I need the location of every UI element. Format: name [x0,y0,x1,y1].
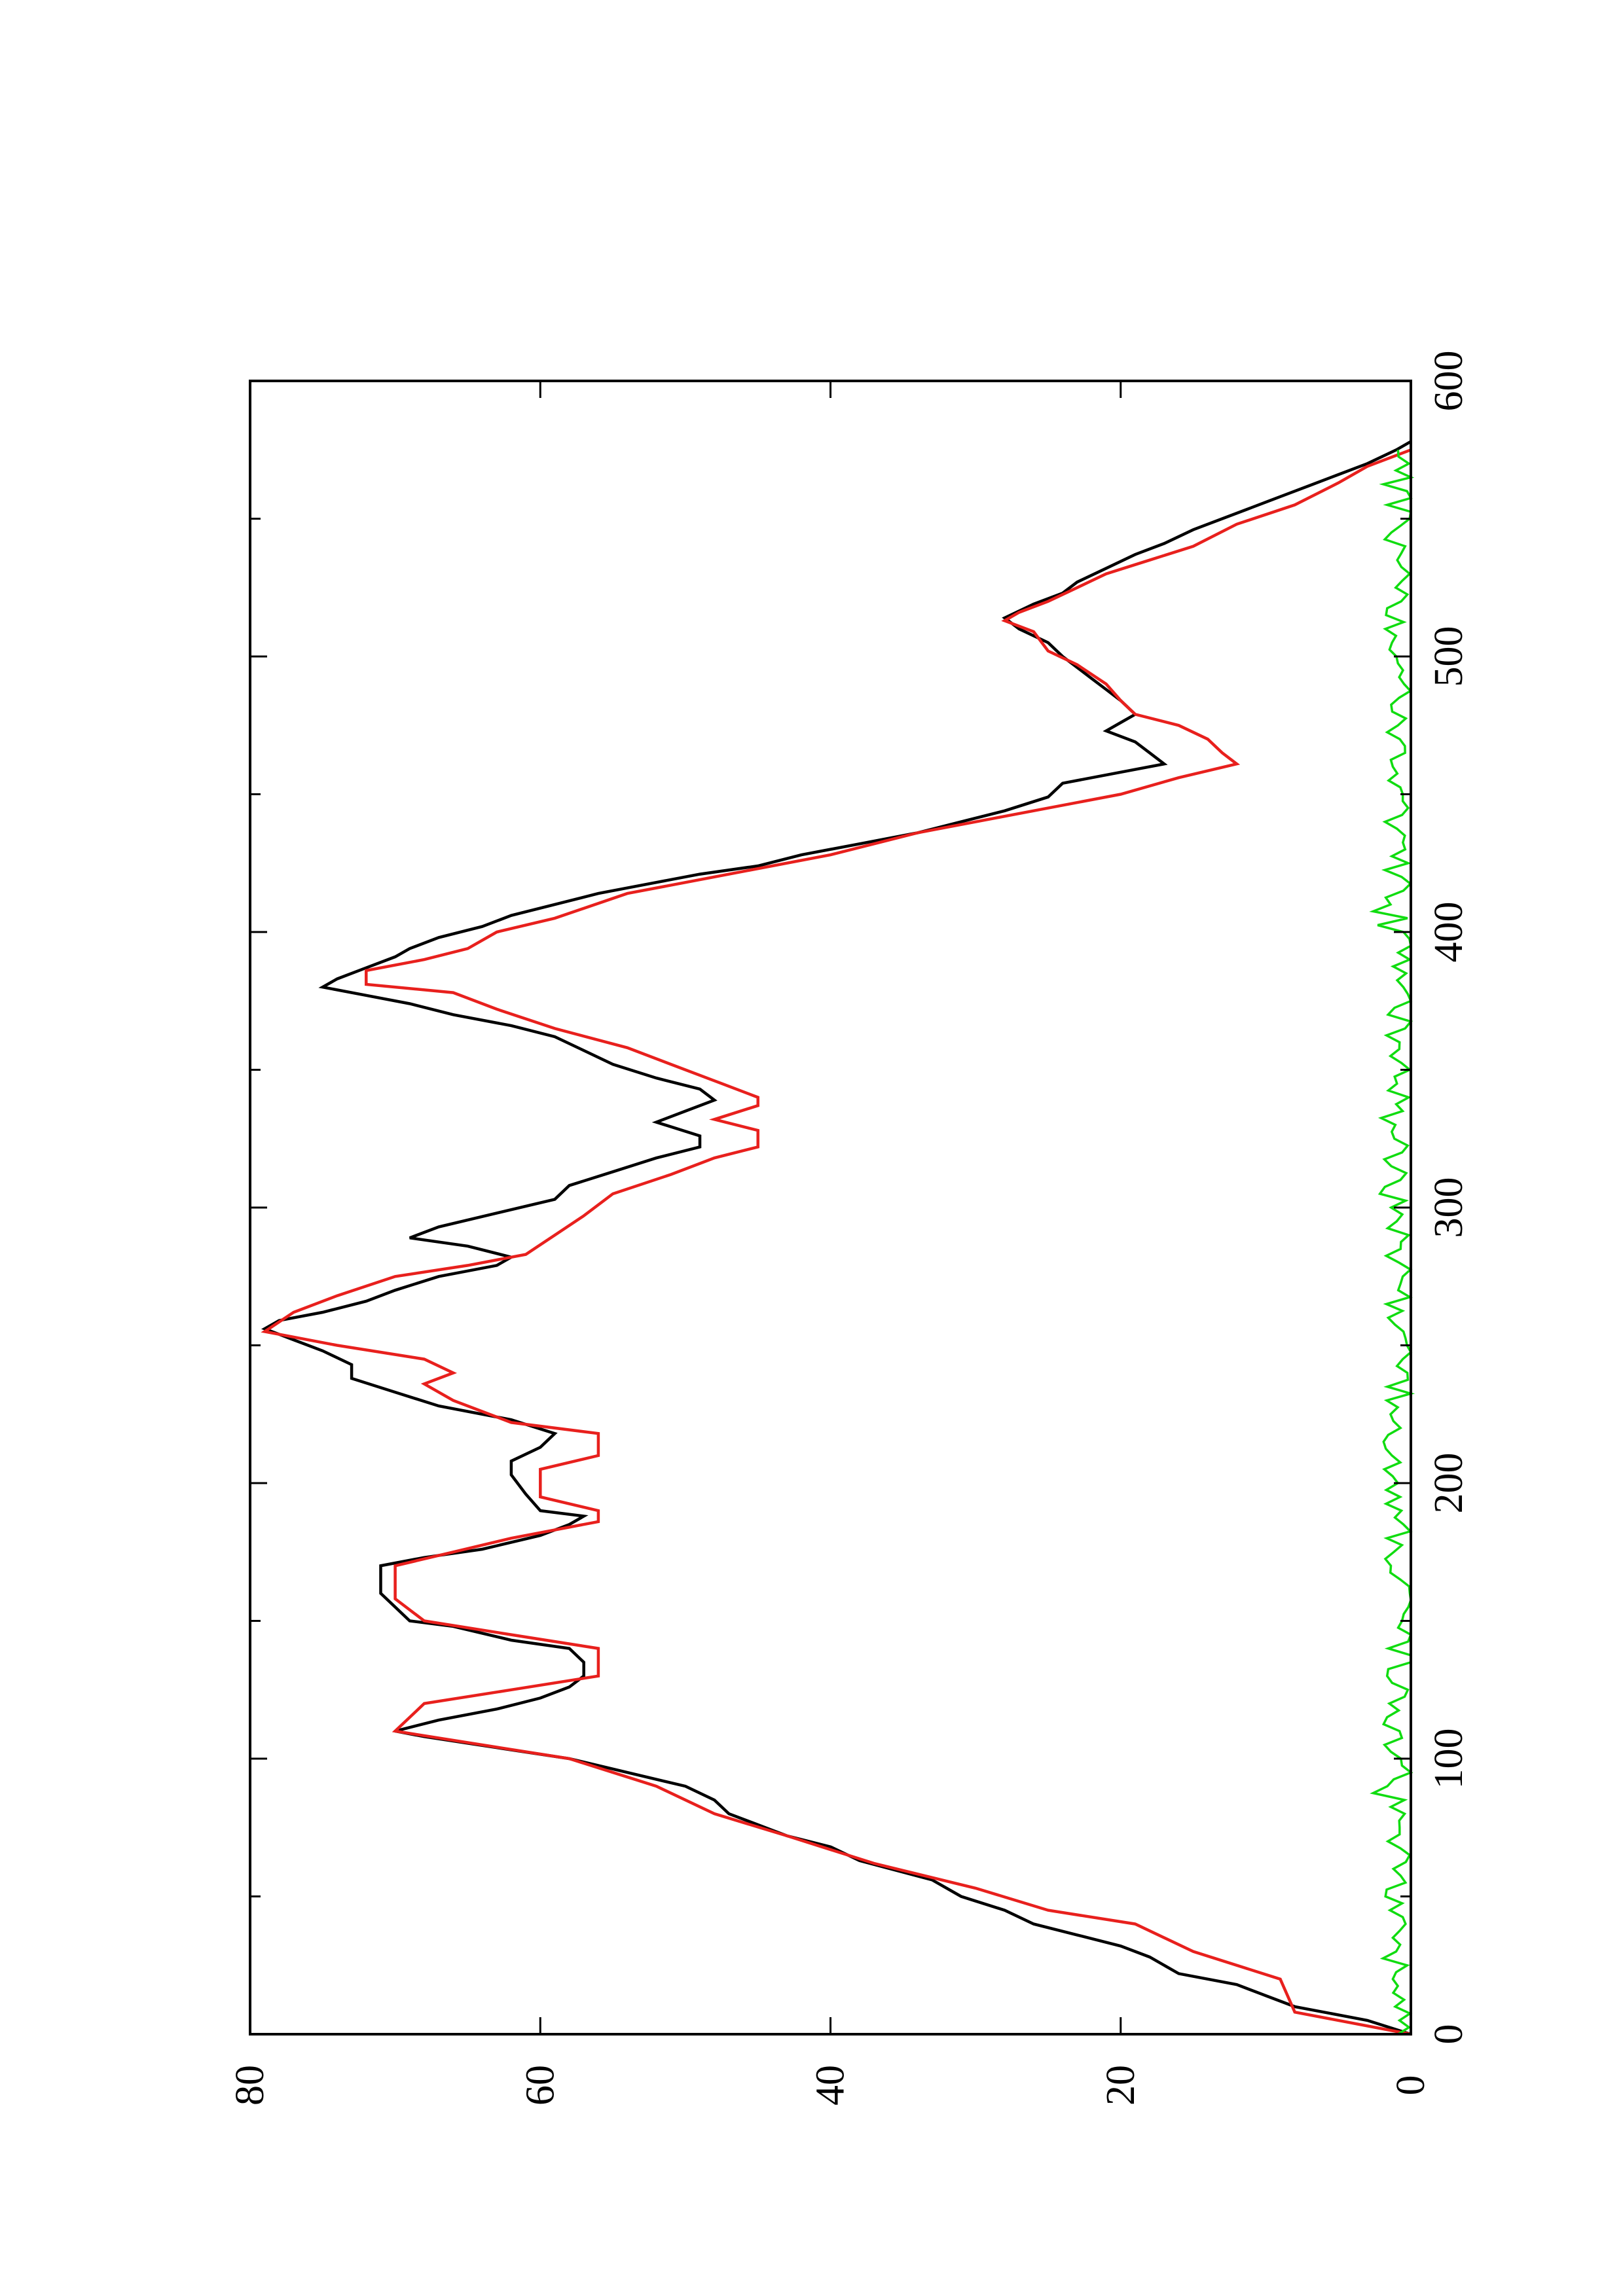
axis-ticks [249,380,1412,2036]
series-red-line [261,448,1412,2036]
x-tick-label: 300 [1427,1177,1471,1238]
y-tick-label: 20 [1099,2065,1143,2106]
x-tick-label: 600 [1427,351,1471,412]
y-tick-label: 80 [228,2065,272,2106]
x-tick-label: 100 [1427,1729,1471,1789]
y-tick-label: 0 [1389,2075,1433,2096]
chart-marks [261,440,1415,2036]
x-tick-label: 200 [1427,1453,1471,1514]
x-tick-label: 0 [1427,2024,1471,2045]
y-tick-label: 60 [518,2065,562,2106]
y-tick-label: 40 [809,2065,853,2106]
tick-labels: 0 100 200 300 400 500 600 0 20 40 60 80 [228,351,1471,2106]
x-tick-label: 500 [1427,626,1471,687]
x-tick-label: 400 [1427,902,1471,963]
series-green-line [1369,450,1415,2036]
